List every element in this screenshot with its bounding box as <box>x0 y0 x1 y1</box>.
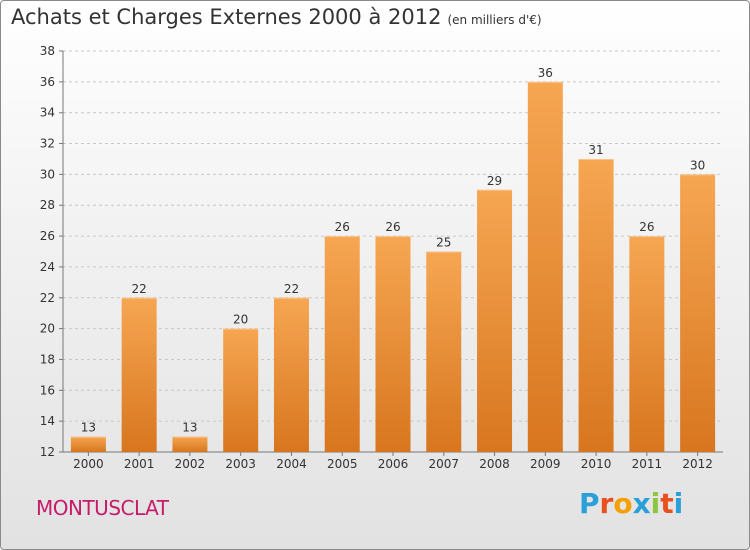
x-tick-label: 2006 <box>378 457 409 471</box>
bar <box>324 236 360 452</box>
data-label: 13 <box>81 421 96 435</box>
bar <box>375 236 411 452</box>
data-label: 26 <box>335 220 350 234</box>
chart-title: Achats et Charges Externes 2000 à 2012 (e… <box>11 5 542 29</box>
bar <box>172 436 208 452</box>
proxiti-logo: Proxiti <box>579 487 683 520</box>
y-tick-label: 32 <box>40 137 55 151</box>
y-tick-label: 36 <box>40 75 55 89</box>
logo-letter: t <box>660 487 674 520</box>
data-label: 30 <box>690 158 705 172</box>
x-tick-label: 2005 <box>327 457 358 471</box>
y-tick-label: 28 <box>40 198 55 212</box>
data-label: 13 <box>182 421 197 435</box>
y-tick-label: 38 <box>40 44 55 58</box>
data-label: 26 <box>385 220 400 234</box>
logo-letter: x <box>632 487 651 520</box>
data-label: 29 <box>487 174 502 188</box>
y-tick-label: 24 <box>40 260 55 274</box>
data-label: 36 <box>538 66 553 80</box>
logo-letter: r <box>599 487 614 520</box>
x-tick-label: 2012 <box>682 457 713 471</box>
bar <box>70 436 106 452</box>
x-tick-label: 2002 <box>175 457 206 471</box>
bar <box>223 328 259 452</box>
y-tick-label: 20 <box>40 322 55 336</box>
data-label: 22 <box>132 282 147 296</box>
data-label: 26 <box>639 220 654 234</box>
y-tick-label: 18 <box>40 352 55 366</box>
x-tick-label: 2001 <box>124 457 155 471</box>
bar <box>680 174 716 452</box>
logo-letter: o <box>613 487 633 520</box>
bar <box>527 81 563 452</box>
title-text: Achats et Charges Externes 2000 à 2012 <box>11 5 442 29</box>
bar <box>578 158 614 452</box>
data-label: 22 <box>284 282 299 296</box>
logo-letter: i <box>650 487 661 520</box>
x-tick-label: 2003 <box>225 457 256 471</box>
y-tick-label: 14 <box>40 414 55 428</box>
data-label: 20 <box>233 313 248 327</box>
bar <box>477 189 513 453</box>
bar <box>629 236 665 452</box>
bars <box>70 81 716 453</box>
y-tick-label: 34 <box>40 106 55 120</box>
y-tick-label: 30 <box>40 167 55 181</box>
bar <box>121 297 157 452</box>
y-tick-labels: 12 14 16 18 20 22 24 26 28 30 32 34 36 38 <box>40 44 55 459</box>
y-tick-label: 12 <box>40 445 55 459</box>
x-tick-label: 2009 <box>530 457 561 471</box>
x-tick-label: 2011 <box>632 457 663 471</box>
data-label: 31 <box>588 143 603 157</box>
logo-letter: P <box>579 487 600 520</box>
x-tick-label: 2004 <box>276 457 307 471</box>
y-tick-label: 26 <box>40 229 55 243</box>
data-label: 25 <box>436 236 451 250</box>
bar <box>426 251 462 452</box>
x-tick-label: 2000 <box>73 457 104 471</box>
y-tick-label: 22 <box>40 291 55 305</box>
unit-note: (en milliers d'€) <box>447 13 542 27</box>
bar <box>273 297 309 452</box>
x-tick-label: 2007 <box>428 457 459 471</box>
y-tick-label: 16 <box>40 383 55 397</box>
x-tick-label: 2008 <box>479 457 510 471</box>
data-labels: 13 22 13 20 22 26 26 25 29 36 31 26 30 <box>81 66 706 435</box>
logo-letter: i <box>673 487 684 520</box>
commune-name: MONTUSCLAT <box>36 496 169 520</box>
x-tick-labels: 2000 2001 2002 2003 2004 2005 2006 2007 2008 2009… <box>73 457 713 471</box>
x-tick-label: 2010 <box>581 457 612 471</box>
